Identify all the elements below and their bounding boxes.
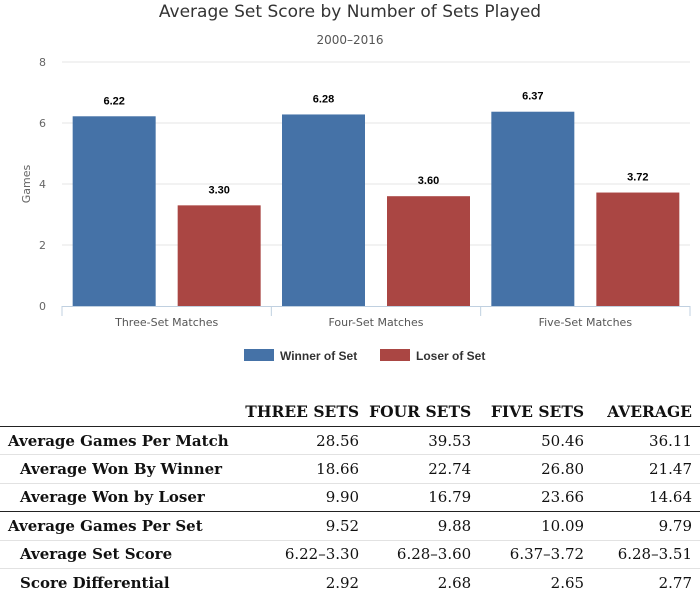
bar — [387, 196, 470, 306]
column-header: FIVE SETS — [479, 397, 592, 427]
table-cell: 23.66 — [479, 483, 592, 511]
legend-label: Winner of Set — [280, 349, 357, 363]
table-cell: 2.92 — [232, 568, 367, 596]
data-label: 6.28 — [313, 93, 334, 105]
legend-swatch — [244, 349, 274, 361]
table-cell: 50.46 — [479, 427, 592, 455]
table-cell: 2.68 — [367, 568, 479, 596]
bar — [596, 193, 679, 306]
table-cell: 9.90 — [232, 483, 367, 511]
chart-title: Average Set Score by Number of Sets Play… — [159, 2, 541, 22]
y-tick-label: 8 — [39, 56, 46, 69]
legend-swatch — [380, 349, 410, 361]
table-cell: 2.65 — [479, 568, 592, 596]
row-label: Average Won By Winner — [0, 455, 232, 483]
bar — [491, 112, 574, 306]
table-cell: 39.53 — [367, 427, 479, 455]
table-cell: 9.79 — [592, 512, 700, 540]
chart-container: Average Set Score by Number of Sets Play… — [0, 0, 700, 375]
table-cell: 36.11 — [592, 427, 700, 455]
row-label: Score Differential — [0, 568, 232, 596]
table-header-row: THREE SETS FOUR SETS FIVE SETS AVERAGE — [0, 397, 700, 427]
table-cell: 22.74 — [367, 455, 479, 483]
column-header: AVERAGE — [592, 397, 700, 427]
x-tick-label: Five-Set Matches — [539, 316, 633, 329]
y-axis-title: Games — [20, 164, 33, 203]
y-tick-label: 0 — [39, 300, 46, 313]
column-header: FOUR SETS — [367, 397, 479, 427]
y-tick-label: 4 — [39, 178, 46, 191]
table-cell: 6.22–3.30 — [232, 540, 367, 568]
table-cell: 6.28–3.51 — [592, 540, 700, 568]
stats-table: THREE SETS FOUR SETS FIVE SETS AVERAGE A… — [0, 397, 700, 596]
table-cell: 6.28–3.60 — [367, 540, 479, 568]
row-label: Average Games Per Match — [0, 427, 232, 455]
table-cell: 9.88 — [367, 512, 479, 540]
table-cell: 10.09 — [479, 512, 592, 540]
x-tick-label: Four-Set Matches — [328, 316, 423, 329]
bar — [178, 205, 261, 306]
table-cell: 28.56 — [232, 427, 367, 455]
table-cell: 2.77 — [592, 568, 700, 596]
table-cell: 21.47 — [592, 455, 700, 483]
table-cell: 26.80 — [479, 455, 592, 483]
bar-chart: Average Set Score by Number of Sets Play… — [0, 0, 700, 375]
chart-subtitle: 2000–2016 — [316, 33, 383, 47]
table-cell: 14.64 — [592, 483, 700, 511]
table-corner-cell — [0, 397, 232, 427]
x-tick-label: Three-Set Matches — [114, 316, 218, 329]
table-cell: 9.52 — [232, 512, 367, 540]
data-label: 6.37 — [522, 91, 543, 103]
bar — [73, 116, 156, 306]
table-cell: 6.37–3.72 — [479, 540, 592, 568]
data-label: 3.60 — [418, 175, 439, 187]
table-cell: 18.66 — [232, 455, 367, 483]
bar — [282, 114, 365, 306]
y-tick-label: 2 — [39, 239, 46, 252]
row-label: Average Won by Loser — [0, 483, 232, 511]
row-label: Average Set Score — [0, 540, 232, 568]
data-label: 3.72 — [627, 172, 648, 184]
row-label: Average Games Per Set — [0, 512, 232, 540]
data-label: 3.30 — [208, 184, 229, 196]
data-label: 6.22 — [103, 95, 124, 107]
legend-label: Loser of Set — [416, 349, 485, 363]
table-cell: 16.79 — [367, 483, 479, 511]
column-header: THREE SETS — [232, 397, 367, 427]
y-tick-label: 6 — [39, 117, 46, 130]
